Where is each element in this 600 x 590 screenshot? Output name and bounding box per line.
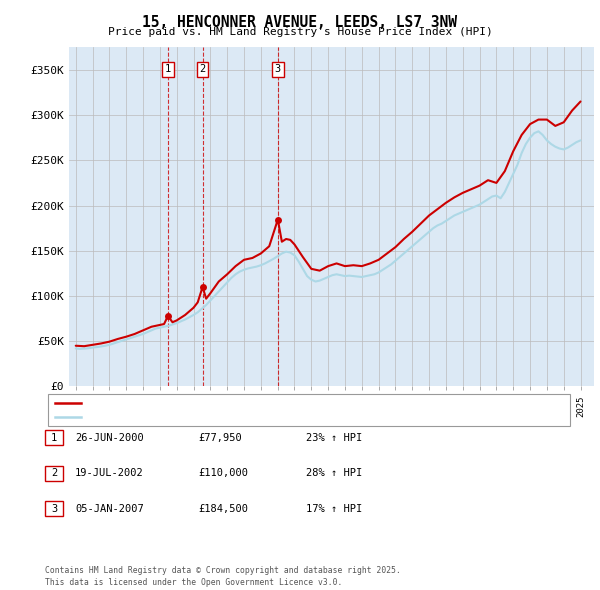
Text: HPI: Average price, semi-detached house, Leeds: HPI: Average price, semi-detached house,…: [86, 412, 350, 421]
Text: 15, HENCONNER AVENUE, LEEDS, LS7 3NW: 15, HENCONNER AVENUE, LEEDS, LS7 3NW: [143, 15, 458, 30]
Text: 2: 2: [51, 468, 57, 478]
Text: £77,950: £77,950: [198, 433, 242, 442]
Text: 15, HENCONNER AVENUE, LEEDS, LS7 3NW (semi-detached house): 15, HENCONNER AVENUE, LEEDS, LS7 3NW (se…: [86, 398, 419, 407]
Text: 19-JUL-2002: 19-JUL-2002: [75, 468, 144, 478]
Text: £184,500: £184,500: [198, 504, 248, 513]
Text: Price paid vs. HM Land Registry's House Price Index (HPI): Price paid vs. HM Land Registry's House …: [107, 27, 493, 37]
Text: Contains HM Land Registry data © Crown copyright and database right 2025.
This d: Contains HM Land Registry data © Crown c…: [45, 566, 401, 587]
Text: 1: 1: [51, 433, 57, 442]
Text: 17% ↑ HPI: 17% ↑ HPI: [306, 504, 362, 513]
Text: 3: 3: [51, 504, 57, 513]
Text: 23% ↑ HPI: 23% ↑ HPI: [306, 433, 362, 442]
Text: 3: 3: [275, 64, 281, 74]
Text: 05-JAN-2007: 05-JAN-2007: [75, 504, 144, 513]
Text: £110,000: £110,000: [198, 468, 248, 478]
Text: 26-JUN-2000: 26-JUN-2000: [75, 433, 144, 442]
Text: 28% ↑ HPI: 28% ↑ HPI: [306, 468, 362, 478]
Text: 2: 2: [199, 64, 206, 74]
Text: 1: 1: [165, 64, 171, 74]
